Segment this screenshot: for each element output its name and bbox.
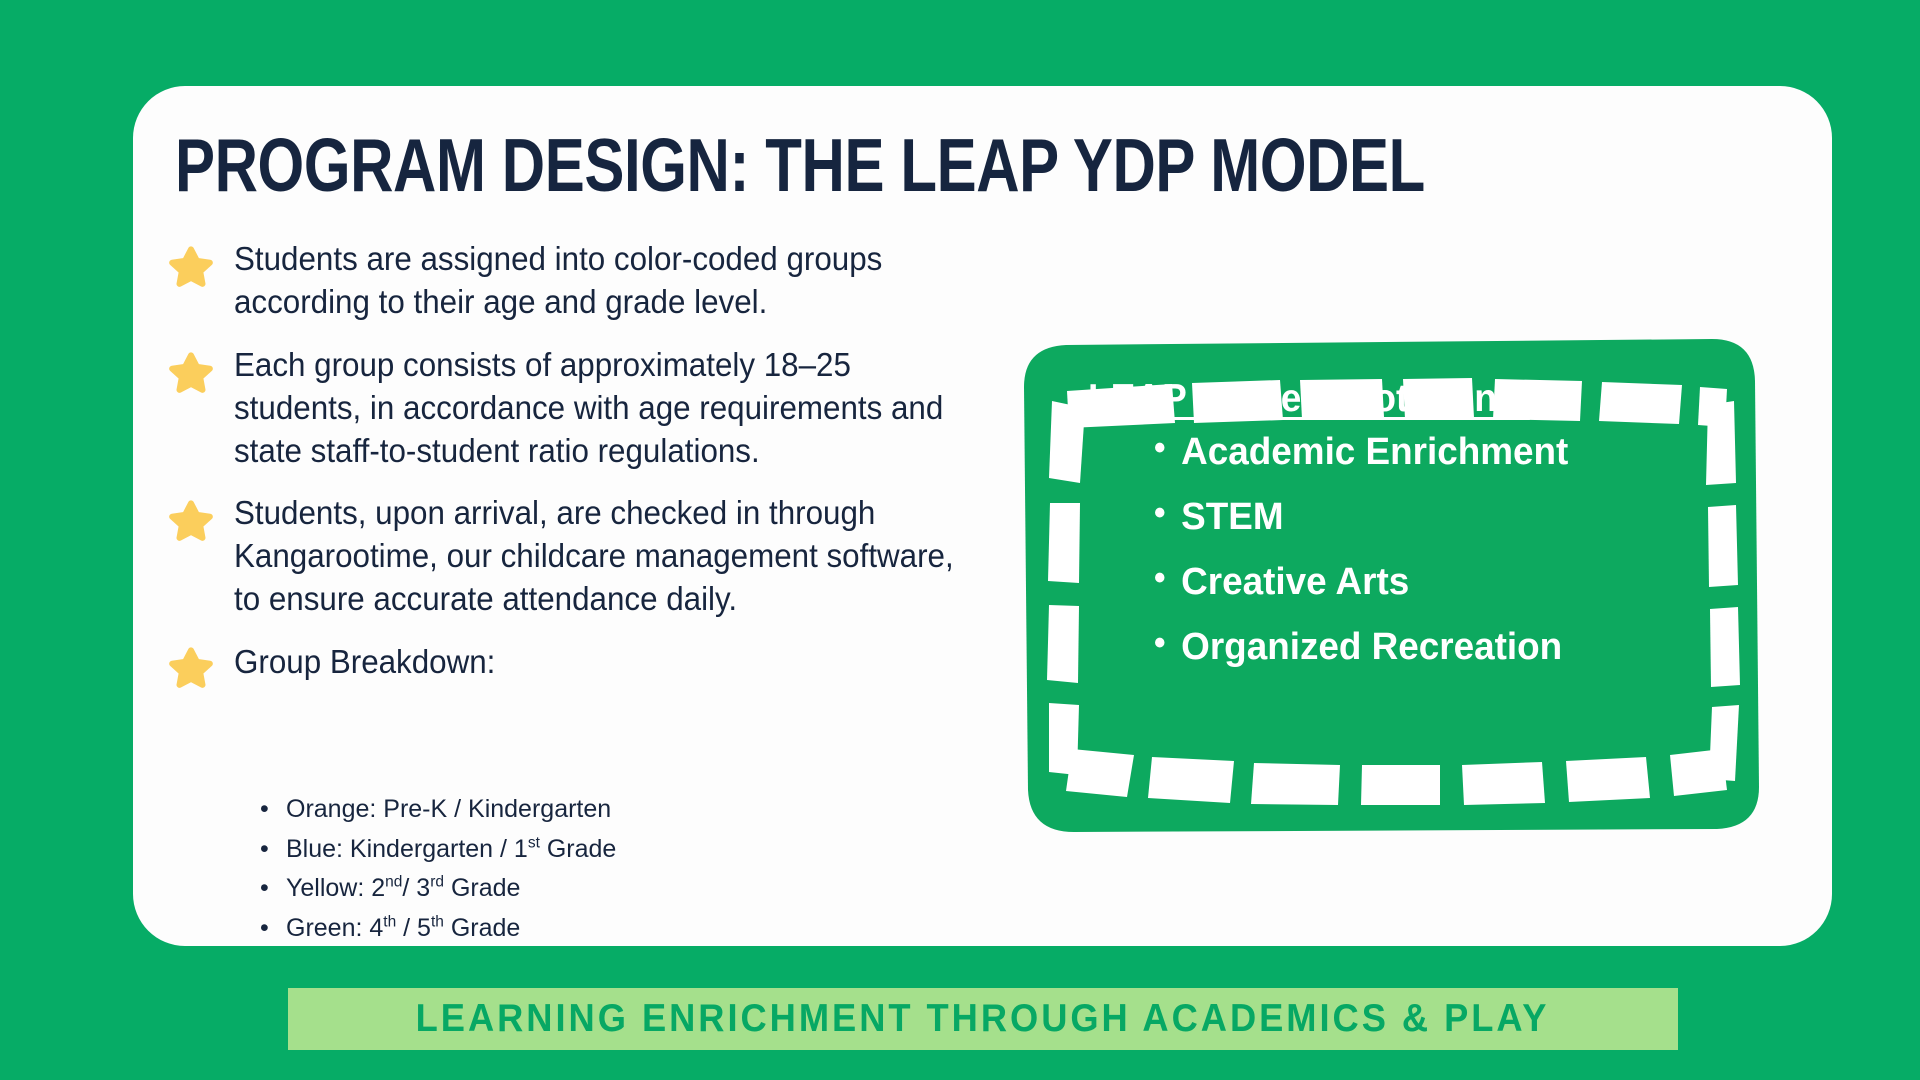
bullet-item: Each group consists of approximately 18–… bbox=[168, 344, 998, 473]
star-icon bbox=[168, 242, 214, 288]
bullet-text: Group Breakdown: bbox=[234, 643, 496, 681]
star-icon bbox=[168, 496, 214, 542]
bullet-text: Students are assigned into color-coded g… bbox=[234, 240, 883, 320]
list-item: Yellow: 2nd/ 3rd Grade bbox=[258, 869, 958, 909]
bullet-list: Students are assigned into color-coded g… bbox=[168, 238, 998, 688]
rotation-item: Creative Arts bbox=[1154, 561, 1691, 601]
list-item: Green: 4th / 5th Grade bbox=[258, 909, 958, 949]
bullet-item: Students are assigned into color-coded g… bbox=[168, 238, 998, 324]
bullet-text: Each group consists of approximately 18–… bbox=[234, 345, 944, 469]
rotation-item: Organized Recreation bbox=[1154, 626, 1691, 666]
group-breakdown-list: Orange: Pre-K / Kindergarten Blue: Kinde… bbox=[258, 790, 958, 948]
rotation-item: Academic Enrichment bbox=[1154, 431, 1691, 471]
list-item: Orange: Pre-K / Kindergarten bbox=[258, 790, 958, 830]
bullet-item: Students, upon arrival, are checked in t… bbox=[168, 492, 998, 621]
bullet-text: Students, upon arrival, are checked in t… bbox=[234, 494, 954, 618]
tagline-banner: Learning Enrichment Through Academics & … bbox=[288, 988, 1678, 1050]
rotations-heading: LEAP Content Rotations: bbox=[1088, 377, 1530, 420]
page-title: PROGRAM DESIGN: THE LEAP YDP MODEL bbox=[175, 123, 1425, 207]
rotations-content: LEAP Content Rotations: Academic Enrichm… bbox=[1088, 377, 1708, 693]
star-icon bbox=[168, 348, 214, 394]
bullet-item: Group Breakdown: bbox=[168, 641, 998, 688]
rotations-list: Academic Enrichment STEM Creative Arts O… bbox=[1088, 431, 1708, 666]
list-item: Blue: Kindergarten / 1st Grade bbox=[258, 830, 958, 870]
rotation-item: STEM bbox=[1154, 496, 1691, 536]
tagline-text: Learning Enrichment Through Academics & … bbox=[416, 997, 1550, 1040]
star-icon bbox=[168, 643, 214, 689]
rotations-box: LEAP Content Rotations: Academic Enrichm… bbox=[1022, 335, 1762, 835]
